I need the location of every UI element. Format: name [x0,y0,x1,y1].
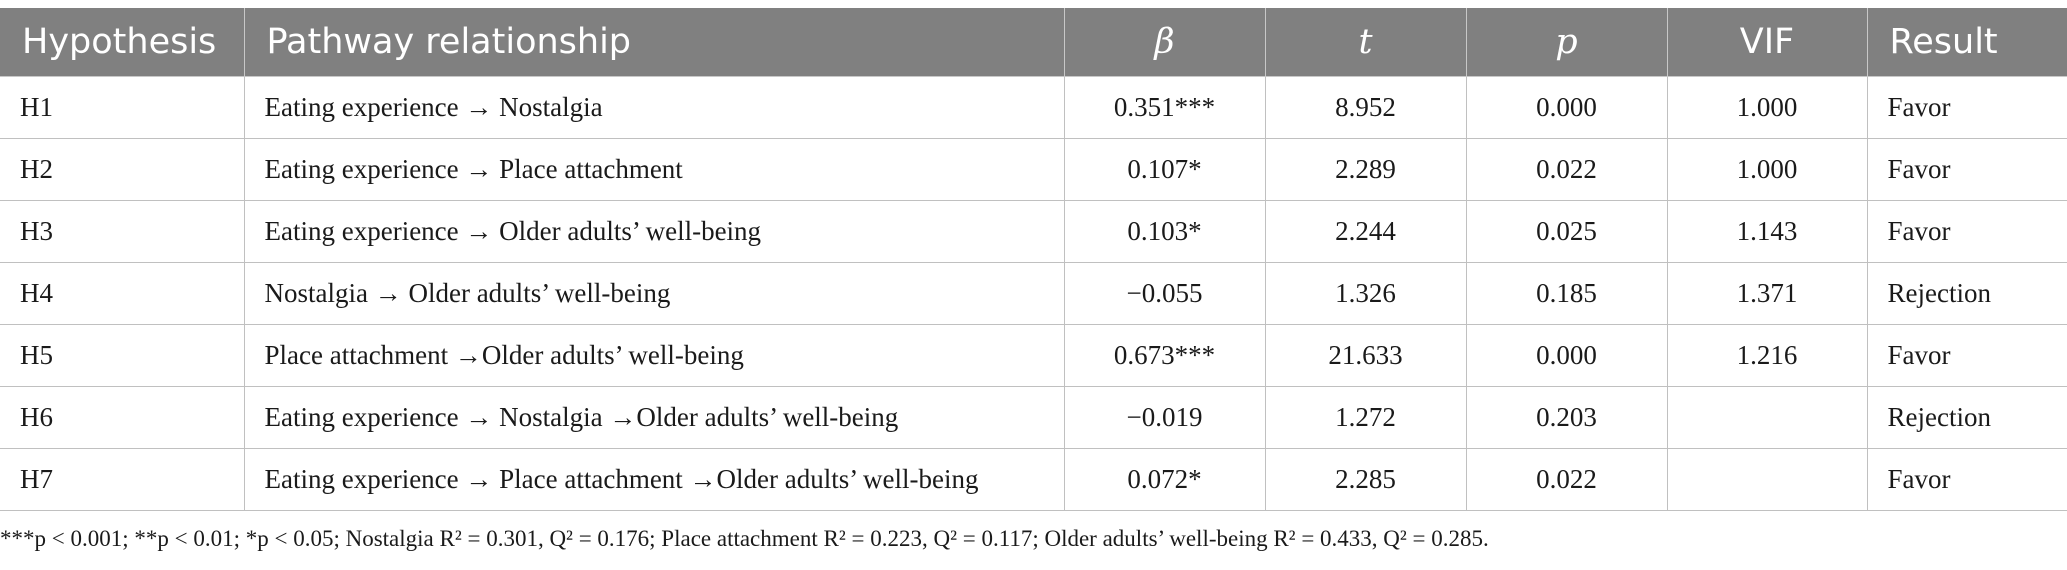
cell-vif [1666,386,1868,449]
table-header-row: Hypothesis Pathway relationship β t p VI… [0,8,2067,77]
results-table-container: Hypothesis Pathway relationship β t p VI… [0,8,2067,511]
cell-result: Favor [1866,76,2067,139]
cell-result: Rejection [1866,262,2067,325]
cell-t: 8.952 [1264,76,1467,139]
cell-result: Rejection [1866,386,2067,449]
cell-hypothesis: H3 [0,200,245,263]
cell-t: 2.244 [1264,200,1467,263]
header-result: Result [1867,8,2067,77]
cell-p: 0.022 [1465,138,1668,201]
cell-hypothesis: H6 [0,386,245,449]
table-row: H1 Eating experience → Nostalgia 0.351**… [0,76,2067,139]
header-vif: VIF [1667,8,1868,77]
table-row: H2 Eating experience → Place attachment … [0,138,2067,201]
header-beta: β [1064,8,1266,77]
table-row: H7 Eating experience → Place attachment … [0,448,2067,511]
table-row: H3 Eating experience → Older adults’ wel… [0,200,2067,263]
cell-pathway: Eating experience → Nostalgia [243,76,1065,139]
cell-result: Favor [1866,138,2067,201]
cell-pathway: Nostalgia → Older adults’ well-being [243,262,1065,325]
cell-result: Favor [1866,324,2067,387]
cell-vif: 1.000 [1666,76,1868,139]
cell-beta: −0.055 [1063,262,1266,325]
cell-hypothesis: H7 [0,448,245,511]
cell-p: 0.025 [1465,200,1668,263]
cell-pathway: Eating experience → Older adults’ well-b… [243,200,1065,263]
cell-beta: 0.072* [1063,448,1266,511]
cell-hypothesis: H1 [0,76,245,139]
cell-result: Favor [1866,200,2067,263]
cell-pathway: Eating experience → Nostalgia →Older adu… [243,386,1065,449]
cell-t: 1.326 [1264,262,1467,325]
hypothesis-results-table: Hypothesis Pathway relationship β t p VI… [0,8,2067,511]
cell-hypothesis: H5 [0,324,245,387]
cell-hypothesis: H4 [0,262,245,325]
header-p: p [1466,8,1668,77]
cell-result: Favor [1866,448,2067,511]
cell-p: 0.203 [1465,386,1668,449]
cell-pathway: Eating experience → Place attachment →Ol… [243,448,1065,511]
cell-beta: 0.673*** [1063,324,1266,387]
cell-pathway: Place attachment →Older adults’ well-bei… [243,324,1065,387]
cell-p: 0.000 [1465,324,1668,387]
cell-beta: −0.019 [1063,386,1266,449]
table-row: H5 Place attachment →Older adults’ well-… [0,324,2067,387]
cell-pathway: Eating experience → Place attachment [243,138,1065,201]
header-hypothesis: Hypothesis [0,8,245,77]
cell-p: 0.022 [1465,448,1668,511]
cell-p: 0.000 [1465,76,1668,139]
cell-beta: 0.107* [1063,138,1266,201]
cell-vif: 1.371 [1666,262,1868,325]
header-t: t [1265,8,1467,77]
cell-vif: 1.216 [1666,324,1868,387]
cell-t: 2.285 [1264,448,1467,511]
table-footnote: ***p < 0.001; **p < 0.01; *p < 0.05; Nos… [0,526,1489,551]
cell-vif: 1.000 [1666,138,1868,201]
cell-beta: 0.351*** [1063,76,1266,139]
cell-t: 2.289 [1264,138,1467,201]
cell-beta: 0.103* [1063,200,1266,263]
cell-vif: 1.143 [1666,200,1868,263]
cell-t: 21.633 [1264,324,1467,387]
cell-vif [1666,448,1868,511]
header-pathway-relationship: Pathway relationship [244,8,1065,77]
cell-t: 1.272 [1264,386,1467,449]
table-row: H4 Nostalgia → Older adults’ well-being … [0,262,2067,325]
cell-p: 0.185 [1465,262,1668,325]
table-row: H6 Eating experience → Nostalgia →Older … [0,386,2067,449]
cell-hypothesis: H2 [0,138,245,201]
